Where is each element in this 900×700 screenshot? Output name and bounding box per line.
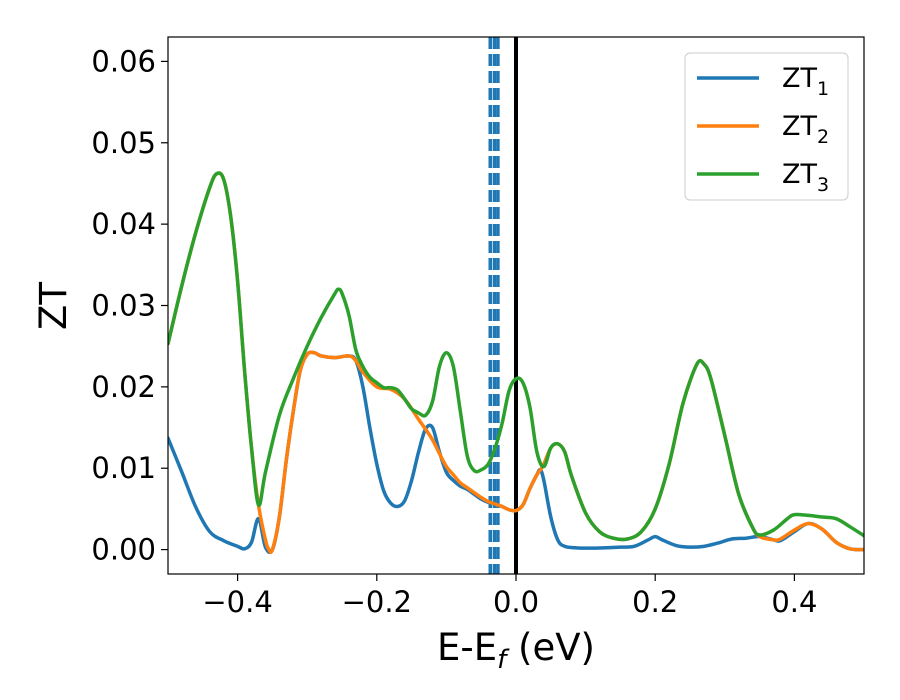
- x-tick-label: −0.4: [202, 585, 272, 619]
- legend-label-zt3: ZT3: [782, 159, 829, 196]
- y-tick-label: 0.04: [91, 207, 156, 241]
- y-tick-label: 0.03: [91, 289, 156, 323]
- y-tick-label: 0.01: [91, 451, 156, 485]
- x-tick-label: 0.0: [493, 585, 539, 619]
- y-tick-label: 0.06: [91, 44, 156, 78]
- legend: ZT1 ZT2 ZT3: [684, 52, 849, 201]
- series-lines: [168, 171, 864, 555]
- x-tick-label: 0.2: [632, 585, 678, 619]
- x-axis-ticks: −0.4 −0.2 0.0 0.2 0.4: [202, 574, 817, 619]
- y-tick-label: 0.02: [91, 370, 156, 404]
- y-axis-label: ZT: [32, 282, 75, 330]
- legend-label-zt1: ZT1: [782, 63, 829, 100]
- series-line-zt3: [168, 171, 864, 542]
- x-axis-label-main: E-E: [437, 626, 497, 669]
- legend-label-zt2: ZT2: [782, 111, 829, 148]
- y-tick-label: 0.00: [91, 533, 156, 567]
- legend-box: [684, 52, 849, 201]
- x-tick-label: −0.2: [342, 585, 412, 619]
- vertical-lines: [488, 37, 518, 574]
- y-axis-ticks: 0.00 0.01 0.02 0.03 0.04 0.05 0.06: [91, 44, 168, 567]
- x-axis-label-unit: (eV): [506, 626, 595, 669]
- x-axis-label: E-Ef (eV): [437, 626, 595, 675]
- y-tick-label: 0.05: [91, 126, 156, 160]
- x-tick-label: 0.4: [771, 585, 817, 619]
